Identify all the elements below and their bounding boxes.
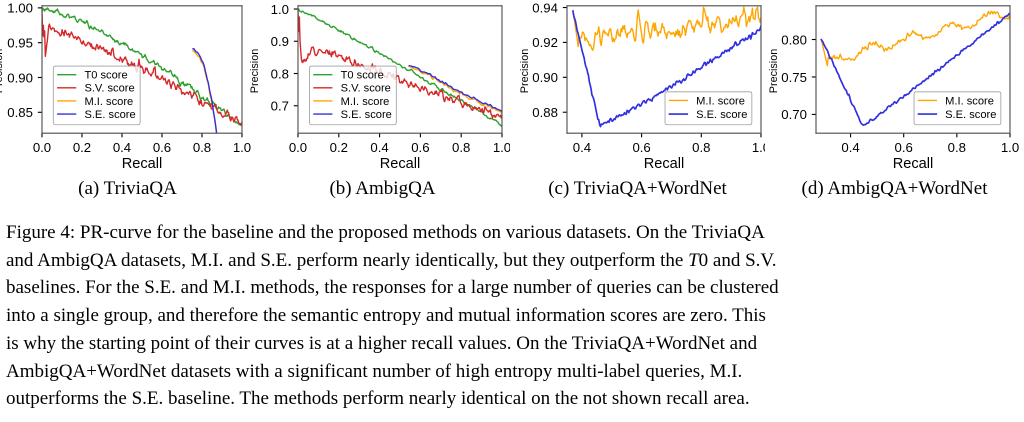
svg-text:0.7: 0.7 [271,99,289,114]
svg-text:Recall: Recall [122,156,163,172]
svg-text:0.6: 0.6 [153,140,171,155]
svg-text:0.8: 0.8 [452,140,470,155]
svg-text:0.0: 0.0 [289,140,307,155]
svg-text:Recall: Recall [380,156,421,172]
svg-text:T0 score: T0 score [341,70,384,82]
svg-text:1.0: 1.0 [1001,140,1019,155]
svg-text:0.2: 0.2 [73,140,91,155]
svg-text:1.0: 1.0 [271,2,289,17]
svg-text:S.E. score: S.E. score [696,109,747,121]
svg-text:0.90: 0.90 [532,70,558,85]
svg-text:0.95: 0.95 [7,35,33,50]
svg-text:0.9: 0.9 [271,34,289,49]
svg-text:0.8: 0.8 [271,66,289,81]
svg-text:1.0: 1.0 [752,140,765,155]
svg-text:0.6: 0.6 [632,140,650,155]
svg-text:M.I. score: M.I. score [945,95,994,107]
svg-text:S.E. score: S.E. score [84,109,135,121]
svg-text:1.0: 1.0 [233,140,251,155]
svg-text:0.4: 0.4 [113,140,131,155]
svg-text:M.I. score: M.I. score [84,96,133,108]
svg-text:0.4: 0.4 [370,140,388,155]
svg-text:0.92: 0.92 [532,35,558,50]
svg-text:0.6: 0.6 [895,140,913,155]
svg-text:S.E. score: S.E. score [945,109,996,121]
svg-text:0.88: 0.88 [532,105,558,120]
svg-text:0.6: 0.6 [411,140,429,155]
svg-text:S.E. score: S.E. score [341,109,392,121]
svg-text:0.85: 0.85 [7,105,33,120]
svg-text:Recall: Recall [644,156,685,172]
svg-text:1.00: 1.00 [7,1,33,16]
svg-text:1.0: 1.0 [493,140,510,155]
svg-text:S.V. score: S.V. score [341,83,391,95]
svg-text:0.70: 0.70 [781,107,807,122]
svg-text:T0 score: T0 score [84,70,127,82]
svg-text:0.0: 0.0 [33,140,51,155]
svg-text:M.I. score: M.I. score [696,95,745,107]
svg-text:0.8: 0.8 [692,140,710,155]
svg-text:Recall: Recall [893,156,934,172]
svg-text:0.80: 0.80 [781,32,807,47]
svg-text:0.8: 0.8 [193,140,211,155]
svg-text:S.V. score: S.V. score [84,83,134,95]
svg-text:M.I. score: M.I. score [341,96,390,108]
svg-text:0.90: 0.90 [7,70,33,85]
svg-text:0.4: 0.4 [573,140,591,155]
svg-text:0.75: 0.75 [781,70,807,85]
svg-text:0.8: 0.8 [948,140,966,155]
svg-text:0.2: 0.2 [330,140,348,155]
svg-text:0.4: 0.4 [841,140,859,155]
svg-text:0.94: 0.94 [532,0,558,15]
